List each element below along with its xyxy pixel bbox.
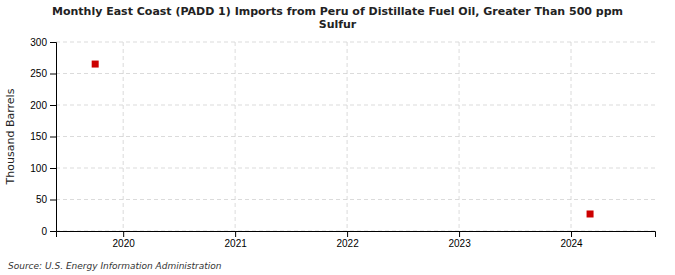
- y-axis-tick-mark: [50, 168, 56, 169]
- grid: [56, 42, 655, 231]
- x-axis-tick: 2024: [560, 231, 583, 249]
- y-axis-tick-mark: [50, 42, 56, 43]
- y-axis-tick-label: 300: [30, 37, 47, 48]
- y-axis-tick-mark: [50, 137, 56, 138]
- point: [587, 210, 594, 217]
- y-axis-tick: 200: [30, 100, 56, 111]
- grid-line-x: [571, 42, 572, 231]
- points: [92, 61, 594, 218]
- y-axis-tick-mark: [50, 231, 56, 232]
- grid-line-y: [56, 73, 655, 74]
- y-axis-tick-label: 0: [41, 226, 47, 237]
- x-axis: 2020 2021 2022 2023 2024: [57, 231, 656, 249]
- x-axis-tick-label: 2024: [560, 238, 583, 249]
- grid-line-y: [56, 136, 655, 137]
- y-axis-tick-label: 200: [30, 100, 47, 111]
- y-axis-tick: 250: [30, 68, 56, 79]
- title: Monthly East Coast (PADD 1) Imports from…: [52, 5, 623, 31]
- x-axis-tick: 2023: [448, 231, 471, 249]
- y-axis-tick-mark: [50, 74, 56, 75]
- grid-line-x: [459, 42, 460, 231]
- x-axis-tick-label: 2021: [225, 238, 248, 249]
- x-axis-tick-mark: [235, 231, 236, 237]
- source-note: Source: U.S. Energy Information Administ…: [8, 261, 222, 271]
- x-axis-tick: 2020: [113, 231, 136, 249]
- y-axis-tick-label: 100: [30, 163, 47, 174]
- x-axis-tick-label: 2023: [448, 238, 471, 249]
- x-axis-line: [57, 232, 656, 238]
- y-axis-tick: 50: [36, 194, 56, 205]
- grid-line-y: [56, 199, 655, 200]
- point: [92, 61, 99, 68]
- y-axis-tick: 0: [41, 226, 56, 237]
- y-axis-tick-mark: [50, 105, 56, 106]
- y-axis-tick: 300: [30, 37, 56, 48]
- grid-line-y: [56, 42, 655, 43]
- grid-line-x: [235, 42, 236, 231]
- x-axis-tick: 2022: [336, 231, 359, 249]
- plot: 2020 2021 2022 2023 2024 0 50 100 150 200 250 300 Th…: [4, 37, 656, 249]
- x-axis-tick-mark: [347, 231, 348, 237]
- grid-line-y: [56, 168, 655, 169]
- y-axis-tick-label: 150: [30, 131, 47, 142]
- y-axis-tick: 100: [30, 163, 56, 174]
- x-axis-tick-mark: [571, 231, 572, 237]
- grid-line-x: [347, 42, 348, 231]
- x-axis-tick-mark: [459, 231, 460, 237]
- x-axis-tick: 2021: [225, 231, 248, 249]
- y-axis-tick-mark: [50, 200, 56, 201]
- y-axis-line: [50, 43, 57, 232]
- title-line: Sulfur: [319, 18, 357, 31]
- x-axis-tick-mark: [123, 231, 124, 237]
- y-axis-tick: 150: [30, 131, 56, 142]
- y-axis-title: Thousand Barrels: [4, 88, 17, 185]
- x-axis-tick-label: 2022: [336, 238, 359, 249]
- grid-line-y: [56, 105, 655, 106]
- title-line: Monthly East Coast (PADD 1) Imports from…: [52, 5, 623, 18]
- chart: Monthly East Coast (PADD 1) Imports from…: [0, 0, 675, 275]
- y-axis-tick-label: 50: [36, 194, 48, 205]
- grid-line-x: [123, 42, 124, 231]
- x-axis-tick-label: 2020: [113, 238, 136, 249]
- y-axis: 0 50 100 150 200 250 300: [30, 37, 56, 237]
- y-axis-tick-label: 250: [30, 68, 47, 79]
